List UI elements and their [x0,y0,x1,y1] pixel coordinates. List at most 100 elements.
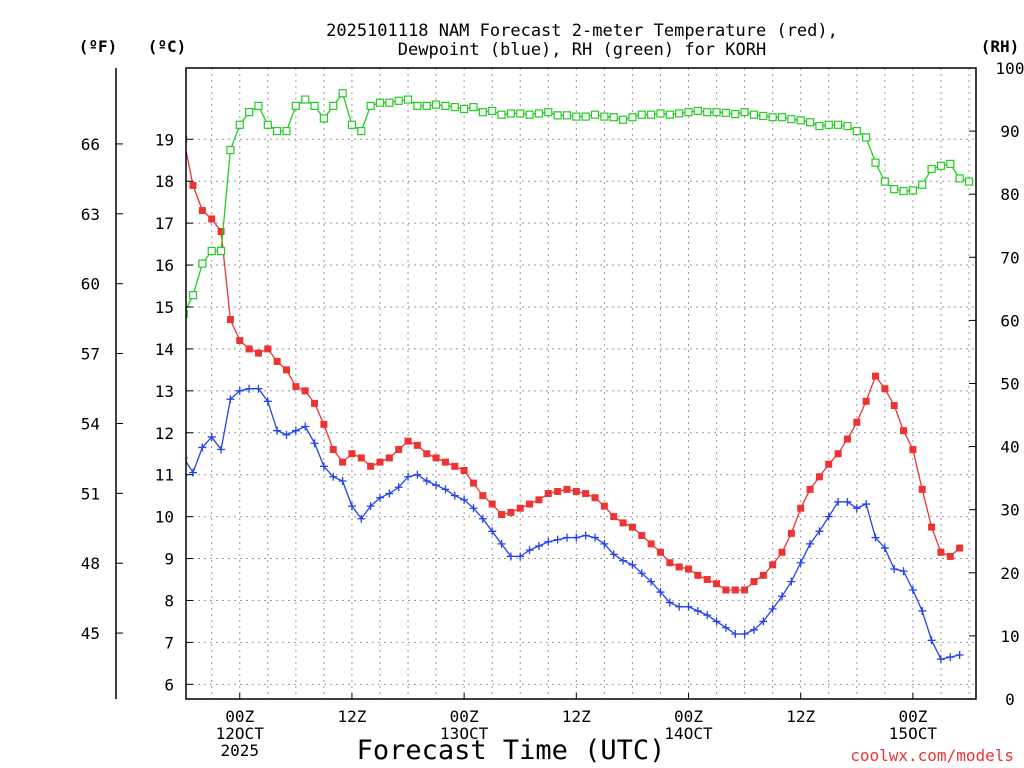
rh-point [226,145,235,155]
dewpoint-point [703,611,712,620]
temperature-point [918,485,926,493]
temperature-point [348,450,356,458]
dewpoint-point [282,430,291,439]
rh-point [338,89,347,98]
fahrenheit-tick-label: 60 [81,275,100,294]
rh-point [207,246,216,256]
rh-point [908,186,917,195]
temperature-point [871,372,879,380]
dewpoint-point [488,527,497,536]
x-tick-label: 14OCT [664,724,713,743]
dewpoint-point [665,598,674,607]
dewpoint-point [946,653,955,662]
plot-frame [185,67,977,700]
temperature-point [843,435,851,443]
rh-point [525,110,534,119]
temperature-point [741,586,749,594]
temperature-point [226,316,234,324]
dewpoint-point [890,565,899,574]
dewpoint-point [478,514,487,523]
x-tick-label: 00Z [674,707,703,726]
temperature-point [208,215,216,223]
rh-point [796,116,805,125]
rh-point [656,109,665,118]
celsius-tick-label: 18 [155,172,174,191]
rh-point [441,101,450,110]
x-tick-label: 12OCT [216,724,265,743]
rh-point [553,111,562,120]
temperature-point [451,462,459,470]
dewpoint-point [245,384,254,393]
rh-point [254,101,263,110]
dewpoint-point [263,397,272,406]
dewpoint-point [927,636,936,645]
rh-point [647,110,656,119]
dewpoint-point [469,504,478,513]
temperature-point [395,446,403,454]
rh-point [469,103,478,112]
temperature-point [769,561,777,569]
x-tick-label: 00Z [898,707,927,726]
rh-point [927,164,936,174]
dewpoint-point [918,606,927,615]
temperature-point [498,511,506,519]
dewpoint-point [721,623,730,632]
fahrenheit-tick-label: 66 [81,135,100,154]
dewpoint-point [562,533,571,542]
dewpoint-point [749,625,758,634]
temperature-point [441,458,449,466]
rh-point [834,120,843,129]
rh-point [385,98,394,107]
rh-point [198,259,207,268]
dewpoint-point [544,537,553,546]
rh-point [282,126,291,136]
temperature-point [591,494,599,502]
temperature-point [507,508,515,516]
dewpoint-point [806,539,815,548]
temperature-point [292,383,300,391]
temperature-point [881,385,889,393]
temperature-point [656,548,664,556]
rh-point [890,185,899,194]
rh-point [188,291,198,300]
temperature-point [273,357,281,365]
fahrenheit-tick-label: 51 [81,484,100,503]
temperature-point [254,349,262,357]
dewpoint-point [712,617,721,626]
dewpoint-point [675,602,684,611]
credit-link[interactable]: coolwx.com/models [850,746,1014,765]
rh-point [329,101,338,110]
dewpoint-point [534,541,543,550]
temperature-point [965,0,972,7]
temperature-point [469,479,477,487]
rh-point [590,110,600,119]
dewpoint-point [936,655,945,664]
rh-point [478,108,487,117]
chart-title-line-2: Dewpoint (blue), RH (green) for KORH [398,40,766,60]
rh-point [665,110,674,119]
dewpoint-point [347,502,356,511]
rh-point [880,177,889,186]
rh-point [777,113,787,122]
rh-point [936,161,946,170]
rh-point [815,121,824,131]
dewpoint-point [787,577,796,586]
temperature-point [479,492,487,500]
temperature-point [731,586,739,594]
temperature-point [460,466,468,474]
celsius-tick-label: 11 [155,466,174,485]
grid-lines [186,68,976,699]
x-tick-label: 12Z [786,707,815,726]
temperature-point [787,529,795,537]
temperature-point [600,502,608,510]
rh-point [693,106,702,116]
celsius-tick-label: 14 [155,340,174,359]
temperature-point [413,441,421,449]
temperature-point [862,397,870,405]
rh-point [357,126,366,136]
rh-point [618,115,628,124]
temperature-point [610,513,618,521]
rh-point [637,110,646,119]
temperature-point [685,565,693,573]
dewpoint-point [815,527,824,536]
